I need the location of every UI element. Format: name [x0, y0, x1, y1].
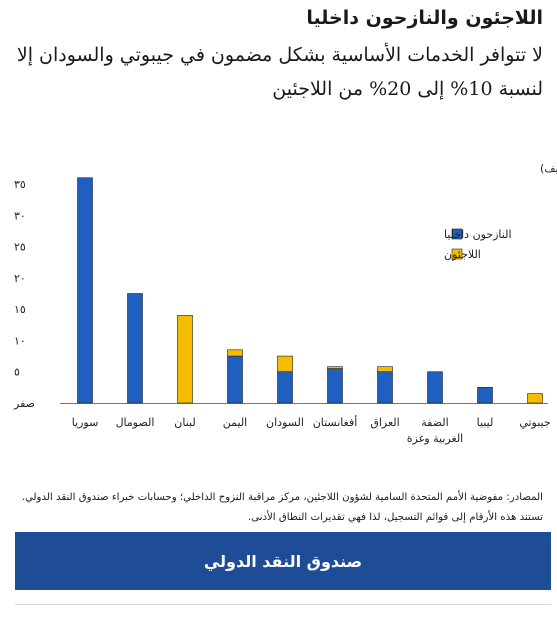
data-note: تستند هذه الأرقام إلى قوائم التسجيل، لذا… — [247, 512, 543, 523]
y-tick-label: صفر — [13, 397, 35, 410]
y-tick-label: ١٠ — [14, 334, 26, 347]
bar-idp — [127, 293, 143, 404]
x-category-label: لبنان — [174, 416, 195, 429]
bar-idp — [227, 355, 243, 404]
x-category-label: أفغانستان — [313, 415, 358, 429]
bar-refugees — [177, 315, 193, 404]
bar-refugees — [227, 349, 243, 357]
y-tick-label: ٣٥ — [14, 178, 26, 191]
bar-refugees — [377, 366, 393, 373]
bar-idp — [477, 387, 493, 404]
legend-label: النازحون داخليا — [444, 228, 512, 241]
x-category-label: ليبيا — [477, 416, 494, 429]
x-category-label: العراق — [370, 416, 399, 429]
y-axis-title: (% من سكان البلد المضيف) — [540, 162, 557, 175]
y-tick-label: ٥ — [14, 366, 20, 379]
bar-idp — [327, 368, 343, 404]
x-category-label: السودان — [266, 416, 304, 429]
legend-swatch — [451, 248, 463, 260]
bar-refugees — [277, 355, 293, 373]
bar-refugees — [327, 366, 343, 369]
x-category-label: الضفة — [421, 416, 448, 429]
legend-swatch — [451, 228, 463, 240]
bar-idp — [427, 371, 443, 404]
chart-title: اللاجئون والنازحون داخليا — [306, 7, 543, 29]
bottom-divider — [15, 604, 551, 605]
bar-refugees — [527, 393, 543, 404]
y-tick-label: ٢٠ — [14, 272, 26, 285]
y-tick-label: ١٥ — [14, 303, 26, 316]
x-category-label: اليمن — [223, 416, 247, 429]
bar-idp — [277, 371, 293, 404]
chart-subtitle: لا تتوافر الخدمات الأساسية بشكل مضمون في… — [16, 44, 543, 100]
imf-footer-label: صندوق النقد الدولي — [203, 551, 363, 571]
y-tick-label: ٢٥ — [14, 241, 26, 254]
x-category-label: الصومال — [116, 416, 155, 429]
y-tick-label: ٣٠ — [14, 209, 26, 222]
sources-note: المصادر: مفوضية الأمم المتحدة السامية لش… — [21, 492, 543, 503]
x-category-label: سوريا — [72, 416, 99, 429]
x-category-label: جيبوتي — [519, 416, 550, 429]
bar-idp — [77, 177, 93, 404]
bar-chart: (% من سكان البلد المضيف) صفر ٥ ١٠ ١٥ ٢٠ ٢٥ ٣٠ ٣٥… — [13, 162, 557, 445]
bar-idp — [377, 371, 393, 404]
legend-label: اللاجئون — [444, 248, 481, 261]
imf-footer-button[interactable]: صندوق النقد الدولي — [15, 532, 551, 590]
x-category-label: الغربية وغزة — [407, 432, 463, 445]
